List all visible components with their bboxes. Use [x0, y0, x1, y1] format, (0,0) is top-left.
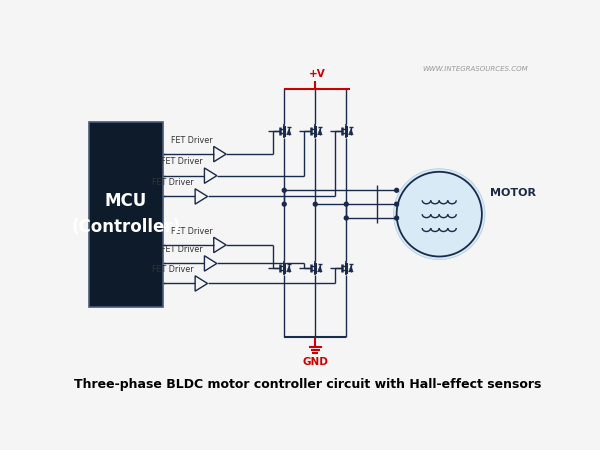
Polygon shape [287, 266, 291, 272]
Circle shape [395, 202, 398, 206]
Text: Three-phase BLDC motor controller circuit with Hall-effect sensors: Three-phase BLDC motor controller circui… [74, 378, 541, 391]
Circle shape [395, 216, 398, 220]
Circle shape [283, 189, 286, 192]
Text: FET Driver: FET Driver [161, 245, 203, 254]
Text: FET Driver: FET Driver [161, 158, 203, 166]
Polygon shape [317, 129, 322, 135]
Circle shape [394, 169, 485, 260]
Circle shape [283, 202, 286, 206]
Text: +V: +V [308, 69, 325, 79]
Text: FET Driver: FET Driver [170, 227, 212, 236]
Circle shape [344, 216, 348, 220]
Text: MCU
(Controller): MCU (Controller) [71, 192, 181, 236]
Circle shape [313, 202, 317, 206]
Text: MOTOR: MOTOR [490, 188, 536, 198]
Polygon shape [317, 266, 322, 272]
Circle shape [395, 189, 398, 192]
Text: FET Driver: FET Driver [170, 136, 212, 145]
Text: WWW.INTEGRASOURCES.COM: WWW.INTEGRASOURCES.COM [423, 66, 529, 72]
Text: GND: GND [302, 357, 328, 367]
Bar [89, 122, 163, 306]
Text: FET Driver: FET Driver [152, 265, 194, 274]
Polygon shape [287, 129, 291, 135]
Polygon shape [349, 129, 353, 135]
Text: FET Driver: FET Driver [152, 178, 194, 187]
Circle shape [344, 202, 348, 206]
Polygon shape [349, 266, 353, 272]
